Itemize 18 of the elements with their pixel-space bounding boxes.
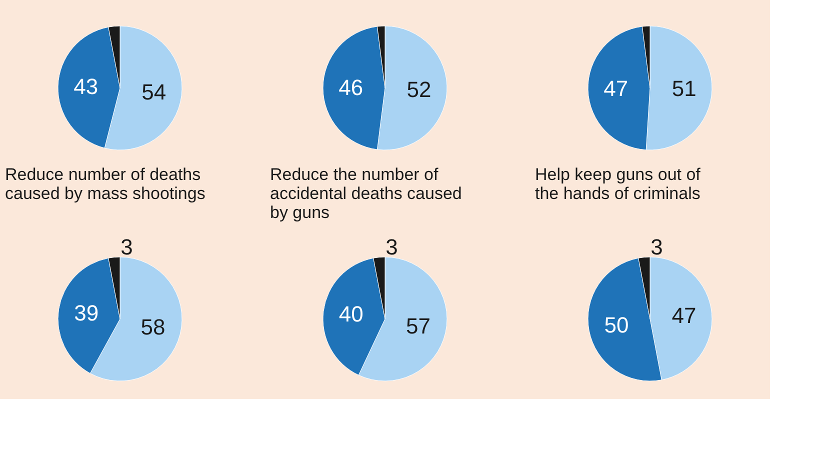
data-label: 43 [74, 74, 98, 99]
data-label: 52 [406, 77, 432, 102]
data-label: 39 [74, 300, 99, 326]
data-label: 46 [338, 75, 364, 100]
data-label: 3 [120, 234, 133, 260]
text: Help keep guns out of the hands of criminals [535, 165, 701, 203]
text: Reduce the number of accidental deaths caused by guns [270, 165, 462, 222]
data-label: 57 [406, 313, 431, 338]
data-label: 40 [338, 302, 364, 327]
data-label: 47 [672, 302, 696, 328]
text: Reduce number of deaths caused by mass shootings [5, 165, 206, 203]
data-label: 51 [672, 76, 696, 102]
data-label: 3 [650, 234, 663, 260]
data-label: 54 [142, 79, 166, 104]
data-label: 47 [604, 76, 628, 102]
data-label: 3 [386, 234, 398, 260]
data-label: 50 [604, 312, 629, 338]
data-label: 58 [140, 314, 166, 340]
